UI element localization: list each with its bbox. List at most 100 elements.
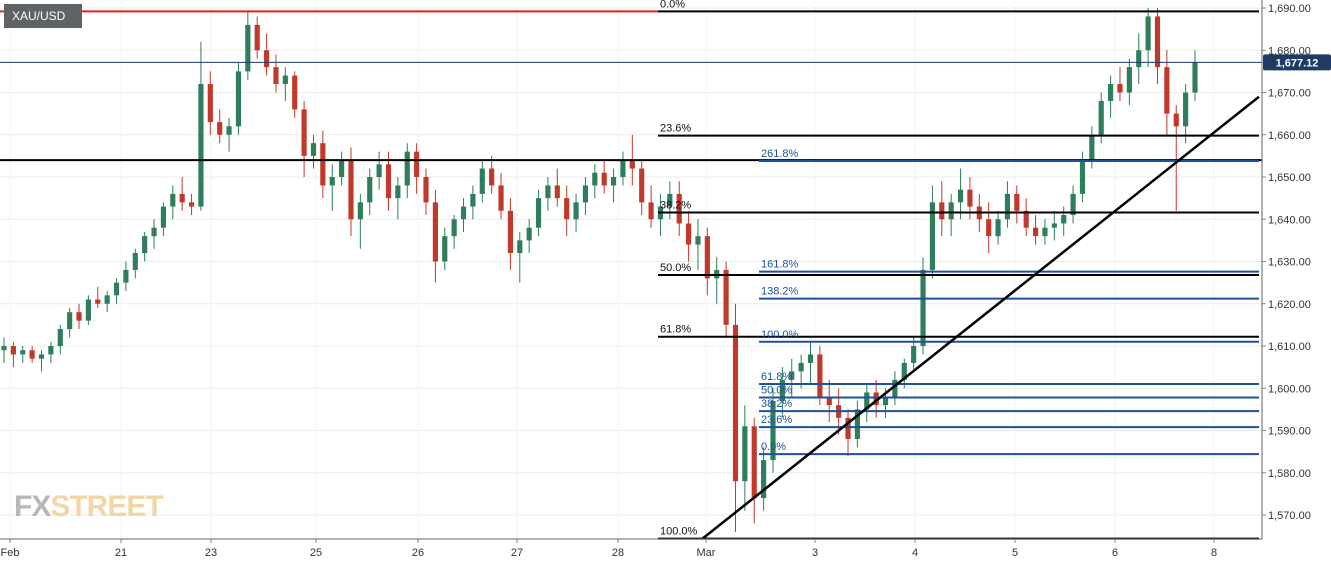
candle-body: [686, 223, 692, 245]
fib-extension-label: 0.0%: [761, 441, 786, 453]
fib-retracement-label: 23.6%: [660, 123, 691, 135]
candle-body: [573, 202, 579, 220]
fxstreet-watermark: FXSTREET: [14, 490, 164, 523]
candle-body: [770, 400, 776, 461]
candle-body: [601, 172, 607, 186]
x-tick-label: 21: [115, 547, 127, 559]
y-tick-label: 1,570.00: [1268, 510, 1311, 522]
x-tick-label: 26: [412, 547, 424, 559]
candle-body: [76, 312, 82, 321]
y-tick-label: 1,600.00: [1268, 383, 1311, 395]
candle-body: [817, 354, 823, 397]
candle-body: [695, 236, 701, 245]
candle-body: [207, 84, 213, 123]
candle-body: [414, 151, 420, 177]
candle-body: [882, 396, 889, 406]
fib-retracement-label: 38.2%: [660, 199, 691, 211]
symbol-tag: XAU/USD: [4, 4, 82, 28]
candle-body: [404, 151, 410, 186]
candle-body: [967, 189, 973, 207]
candle-body: [1023, 210, 1029, 228]
candle-body: [789, 371, 795, 380]
candle-body: [1164, 67, 1170, 114]
candle-body: [704, 236, 710, 279]
candle-body: [235, 71, 242, 127]
candle-body: [301, 109, 307, 156]
candle-body: [113, 282, 120, 296]
candle-body: [1117, 84, 1123, 93]
level-lines: [0, 10, 1262, 540]
candle-body: [489, 168, 495, 186]
candle-body: [901, 362, 907, 380]
candle-body: [911, 346, 917, 363]
x-tick-label: 23: [205, 547, 217, 559]
candle-body: [498, 185, 504, 211]
candle-body: [1145, 16, 1151, 51]
x-tick-label: 28: [612, 547, 624, 559]
candle-body: [986, 219, 992, 237]
x-tick-label: Feb: [1, 547, 20, 559]
candle-body: [761, 460, 767, 499]
candle-body: [920, 269, 926, 346]
y-tick-label: 1,670.00: [1268, 88, 1311, 100]
candle-body: [995, 219, 1001, 237]
candle-body: [929, 202, 935, 270]
candle-body: [1061, 215, 1067, 224]
candle-body: [742, 426, 748, 482]
candle-body: [892, 379, 898, 397]
candle-body: [198, 84, 204, 207]
candle-body: [226, 126, 232, 135]
current-price-tag: [1263, 54, 1331, 71]
candle-body: [10, 346, 16, 355]
candle-body: [1098, 100, 1104, 135]
candle-body: [395, 185, 401, 199]
candle-body: [29, 350, 35, 359]
candle-body: [1126, 67, 1132, 93]
candle-body: [85, 299, 91, 321]
candle-body: [1089, 134, 1095, 161]
fib-retracement-label: 50.0%: [660, 262, 691, 274]
candle-body: [732, 324, 739, 482]
candlestick-series: [1, 8, 1198, 532]
candle-body: [151, 227, 157, 237]
axes: 1,690.00 1,680.00 1,670.00 1,660.00 1,650.00…: [0, 0, 1331, 559]
fib-retracement-label: 61.8%: [660, 324, 691, 336]
y-tick-label: 1,690.00: [1268, 3, 1311, 15]
candle-body: [179, 193, 185, 203]
x-tick-label: 25: [310, 547, 322, 559]
candle-body: [564, 198, 570, 220]
candle-body: [751, 426, 757, 499]
x-tick-label: 6: [1112, 547, 1118, 559]
candle-body: [826, 396, 832, 406]
y-tick-label: 1,640.00: [1268, 214, 1311, 226]
candle-body: [667, 193, 673, 207]
y-tick-label: 1,630.00: [1268, 257, 1311, 269]
candle-body: [1173, 113, 1179, 127]
candle-body: [517, 240, 523, 254]
candle-body: [432, 202, 438, 262]
current-price-label: 1,677.12: [1276, 57, 1319, 69]
y-tick-label: 1,650.00: [1268, 172, 1311, 184]
candle-body: [310, 143, 317, 156]
fib-retracement-label: 0.0%: [660, 0, 685, 10]
candle-body: [123, 269, 129, 283]
candle-body: [339, 160, 345, 177]
y-tick-label: 1,660.00: [1268, 130, 1311, 142]
y-tick-label: 1,680.00: [1268, 45, 1311, 57]
candle-body: [545, 185, 551, 199]
candle-body: [142, 236, 148, 254]
candle-body: [620, 160, 626, 177]
candle-body: [385, 164, 392, 199]
candle-body: [1192, 62, 1198, 93]
fib-extension-label: 138.2%: [761, 286, 799, 298]
candle-body: [20, 350, 26, 355]
fib-labels: 0.0%23.6%38.2%50.0%61.8%100.0%261.8%161.…: [660, 0, 799, 538]
fib-extension-label: 161.8%: [761, 259, 799, 271]
candle-body: [348, 160, 354, 220]
y-tick-label: 1,620.00: [1268, 299, 1311, 311]
x-tick-label: 27: [511, 547, 523, 559]
fib-extension-label: 50.0%: [761, 385, 792, 397]
candle-body: [57, 329, 63, 346]
